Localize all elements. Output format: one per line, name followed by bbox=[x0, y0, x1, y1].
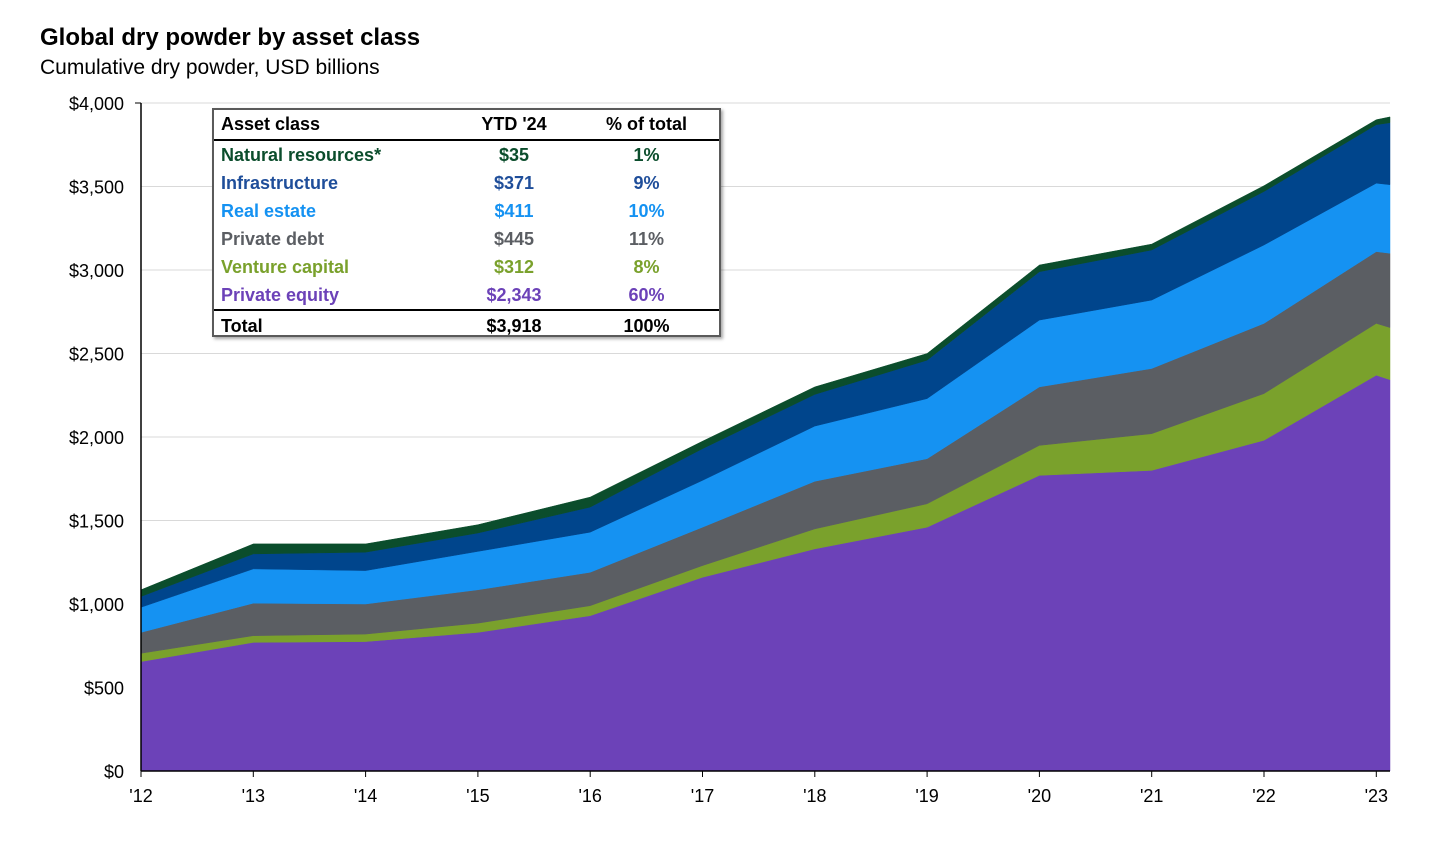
row-label: Natural resources* bbox=[221, 144, 382, 165]
asset-class-table: Asset class YTD '24 % of total Natural r… bbox=[212, 108, 721, 337]
y-tick-label: $3,500 bbox=[69, 178, 124, 198]
y-tick-label: $2,500 bbox=[69, 345, 124, 365]
chart-title: Global dry powder by asset class bbox=[40, 24, 421, 51]
table-row: Real estate $411 10% bbox=[214, 197, 719, 225]
table-header-row: Asset class YTD '24 % of total bbox=[214, 110, 719, 141]
row-label: Private debt bbox=[221, 228, 325, 249]
total-pct: 100% bbox=[623, 315, 670, 336]
row-label: Private equity bbox=[221, 284, 340, 305]
x-tick-label: '13 bbox=[242, 786, 265, 806]
row-value: $371 bbox=[493, 172, 535, 193]
x-tick-label: '18 bbox=[803, 786, 826, 806]
y-tick-label: $1,500 bbox=[69, 512, 124, 532]
row-pct: 11% bbox=[628, 228, 665, 249]
x-tick-label: '12 bbox=[129, 786, 152, 806]
row-pct: 60% bbox=[628, 284, 665, 305]
table-row: Private equity $2,343 60% bbox=[214, 281, 719, 309]
row-label: Infrastructure bbox=[221, 172, 339, 193]
x-tick-label: '15 bbox=[466, 786, 489, 806]
table-row: Natural resources* $35 1% bbox=[214, 141, 719, 169]
total-label: Total bbox=[221, 315, 263, 336]
row-value: $445 bbox=[493, 228, 535, 249]
row-pct: 1% bbox=[633, 144, 660, 165]
table-total-row: Total $3,918 100% bbox=[214, 309, 719, 341]
y-tick-label: $4,000 bbox=[69, 94, 124, 114]
row-value: $35 bbox=[498, 144, 530, 165]
total-value: $3,918 bbox=[486, 315, 542, 336]
y-tick-label: $2,000 bbox=[69, 428, 124, 448]
row-value: $2,343 bbox=[486, 284, 542, 305]
chart-subtitle: Cumulative dry powder, USD billions bbox=[40, 56, 380, 79]
table-row: Venture capital $312 8% bbox=[214, 253, 719, 281]
y-tick-label: $1,000 bbox=[69, 595, 124, 615]
area-natural-resources bbox=[140, 116, 1391, 597]
row-label: Venture capital bbox=[221, 256, 350, 277]
y-tick-label: $3,000 bbox=[69, 261, 124, 281]
x-tick-label: '19 bbox=[915, 786, 938, 806]
x-tick-label: '16 bbox=[578, 786, 601, 806]
row-pct: 9% bbox=[633, 172, 660, 193]
row-pct: 8% bbox=[633, 256, 660, 277]
x-tick-label: '14 bbox=[354, 786, 377, 806]
row-value: $312 bbox=[493, 256, 535, 277]
x-tick-label: '17 bbox=[691, 786, 714, 806]
header-asset-class: Asset class bbox=[221, 114, 321, 134]
row-pct: 10% bbox=[628, 200, 665, 221]
x-tick-label: '21 bbox=[1140, 786, 1163, 806]
y-tick-label: $0 bbox=[104, 762, 124, 782]
table-row: Private debt $445 11% bbox=[214, 225, 719, 253]
table-row: Infrastructure $371 9% bbox=[214, 169, 719, 197]
x-tick-label: '23 bbox=[1365, 786, 1388, 806]
y-tick-label: $500 bbox=[84, 679, 124, 699]
header-pct: % of total bbox=[606, 114, 687, 134]
row-value: $411 bbox=[494, 200, 534, 221]
header-ytd: YTD '24 bbox=[481, 114, 547, 134]
x-tick-label: '22 bbox=[1252, 786, 1275, 806]
x-tick-label: '20 bbox=[1028, 786, 1051, 806]
row-label: Real estate bbox=[221, 200, 317, 221]
